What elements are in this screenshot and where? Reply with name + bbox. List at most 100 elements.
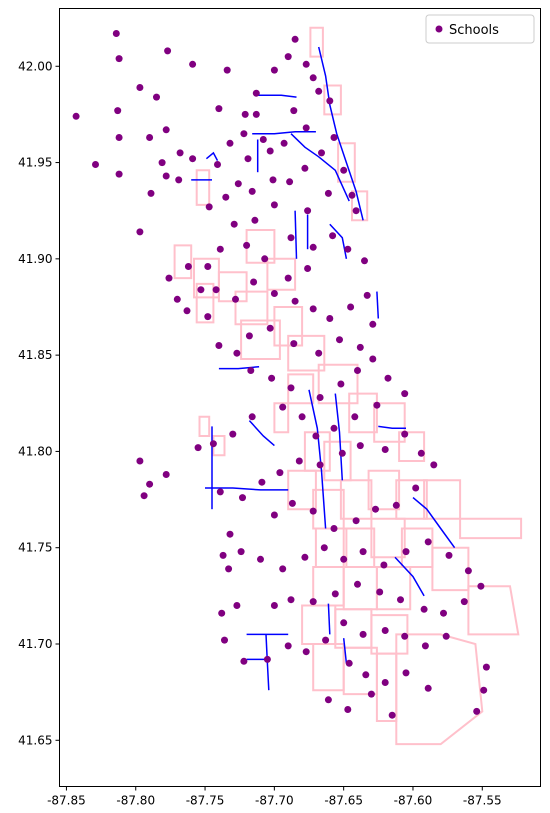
school-point bbox=[340, 555, 348, 563]
school-point bbox=[397, 596, 404, 604]
district-outline bbox=[240, 319, 281, 360]
school-point bbox=[291, 35, 299, 43]
school-point bbox=[356, 343, 364, 351]
school-point bbox=[401, 632, 409, 640]
school-point bbox=[344, 245, 352, 253]
district-outline bbox=[173, 244, 193, 280]
school-point bbox=[336, 336, 343, 344]
y-tick-label: 42.00 bbox=[18, 59, 52, 73]
street-segment bbox=[327, 603, 331, 635]
y-tick-label: 41.90 bbox=[18, 252, 52, 266]
school-point bbox=[259, 136, 267, 143]
school-point bbox=[316, 394, 324, 401]
school-point bbox=[477, 582, 485, 590]
school-point bbox=[270, 602, 278, 609]
school-point bbox=[384, 374, 392, 382]
school-point bbox=[412, 484, 420, 492]
school-point bbox=[345, 659, 353, 667]
school-point bbox=[316, 461, 324, 469]
street-segment bbox=[308, 389, 327, 529]
school-point bbox=[401, 430, 409, 438]
school-point bbox=[225, 565, 233, 573]
school-point bbox=[340, 166, 348, 174]
school-point bbox=[424, 538, 432, 546]
school-point bbox=[482, 663, 490, 671]
y-tick-label: 41.85 bbox=[18, 348, 52, 362]
school-point bbox=[402, 548, 410, 556]
school-point bbox=[251, 216, 259, 224]
school-point bbox=[392, 501, 400, 509]
school-point bbox=[162, 172, 170, 180]
school-point bbox=[222, 193, 230, 201]
school-point bbox=[266, 147, 274, 155]
legend-marker bbox=[435, 25, 443, 33]
y-tick-label: 41.65 bbox=[18, 733, 52, 747]
school-point bbox=[241, 110, 249, 118]
school-point bbox=[290, 107, 298, 115]
school-point bbox=[261, 255, 269, 263]
school-point bbox=[158, 159, 166, 167]
school-point bbox=[136, 84, 144, 91]
school-point bbox=[214, 161, 221, 168]
school-point bbox=[146, 134, 154, 141]
school-point bbox=[348, 191, 356, 199]
street-segment bbox=[205, 487, 289, 491]
school-point bbox=[115, 170, 123, 178]
school-point bbox=[215, 342, 223, 349]
school-point bbox=[309, 305, 317, 313]
school-point bbox=[140, 492, 148, 500]
school-point bbox=[162, 471, 170, 478]
school-point bbox=[417, 449, 425, 457]
school-point bbox=[402, 669, 410, 677]
school-point bbox=[363, 291, 371, 299]
legend-label: Schools bbox=[449, 23, 499, 38]
street-segment bbox=[248, 420, 275, 447]
school-point bbox=[173, 295, 181, 303]
school-point bbox=[356, 442, 364, 450]
school-point bbox=[473, 707, 481, 715]
school-point bbox=[291, 297, 299, 305]
street-segment bbox=[265, 634, 270, 691]
school-point bbox=[351, 413, 359, 421]
school-point bbox=[226, 139, 234, 147]
school-point bbox=[369, 355, 377, 363]
school-point bbox=[369, 320, 377, 328]
school-point bbox=[258, 478, 266, 486]
axes-frame bbox=[59, 8, 541, 787]
school-point bbox=[270, 66, 278, 74]
street-segment bbox=[205, 151, 219, 161]
district-outline bbox=[317, 363, 359, 405]
school-point bbox=[326, 315, 334, 322]
street-segment bbox=[412, 497, 456, 549]
school-point bbox=[284, 642, 292, 650]
school-point bbox=[153, 93, 160, 101]
school-point bbox=[442, 632, 450, 640]
district-outline bbox=[266, 257, 297, 291]
school-point bbox=[209, 440, 217, 448]
school-point bbox=[302, 124, 310, 132]
district-outline bbox=[459, 517, 523, 540]
school-point bbox=[421, 642, 429, 650]
school-point bbox=[197, 286, 205, 294]
school-point bbox=[280, 139, 288, 147]
school-point bbox=[352, 517, 360, 525]
school-point bbox=[372, 505, 379, 513]
school-point bbox=[115, 55, 123, 63]
school-point bbox=[288, 499, 296, 507]
school-point bbox=[287, 384, 295, 392]
district-outline bbox=[273, 306, 304, 347]
school-point bbox=[270, 511, 278, 519]
school-point bbox=[204, 313, 212, 321]
district-outline bbox=[337, 142, 356, 183]
school-point bbox=[266, 324, 274, 332]
school-point bbox=[215, 105, 223, 113]
school-point bbox=[115, 134, 123, 141]
school-point bbox=[184, 263, 192, 270]
school-point bbox=[376, 588, 384, 596]
school-point bbox=[136, 228, 144, 236]
school-point bbox=[302, 60, 310, 68]
district-outline bbox=[309, 26, 324, 58]
school-point bbox=[330, 424, 338, 432]
x-tick-label: -87.85 bbox=[47, 794, 86, 808]
school-point bbox=[381, 446, 389, 453]
